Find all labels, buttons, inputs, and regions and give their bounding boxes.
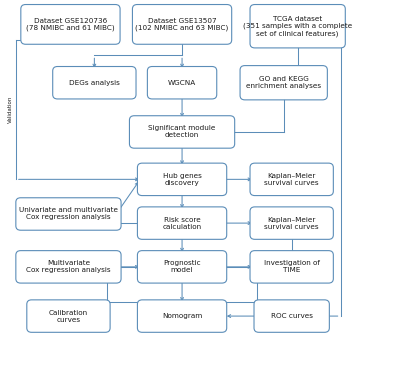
FancyBboxPatch shape	[254, 300, 329, 332]
Text: Investigation of
TIME: Investigation of TIME	[264, 260, 320, 273]
FancyBboxPatch shape	[16, 198, 121, 230]
FancyBboxPatch shape	[27, 300, 110, 332]
Text: GO and KEGG
enrichment analyses: GO and KEGG enrichment analyses	[246, 76, 321, 89]
FancyBboxPatch shape	[250, 4, 345, 48]
Text: TCGA dataset
(351 samples with a complete
set of clinical features): TCGA dataset (351 samples with a complet…	[243, 16, 352, 37]
FancyBboxPatch shape	[130, 116, 235, 148]
FancyBboxPatch shape	[16, 251, 121, 283]
FancyBboxPatch shape	[138, 207, 227, 239]
FancyBboxPatch shape	[21, 4, 120, 44]
FancyBboxPatch shape	[138, 251, 227, 283]
Text: Nomogram: Nomogram	[162, 313, 202, 319]
FancyBboxPatch shape	[250, 207, 333, 239]
Text: Validation: Validation	[8, 96, 13, 123]
Text: WGCNA: WGCNA	[168, 80, 196, 86]
Text: Hub genes
discovery: Hub genes discovery	[163, 173, 202, 186]
Text: Risk score
calculation: Risk score calculation	[162, 217, 202, 229]
Text: Significant module
detection: Significant module detection	[148, 126, 216, 138]
FancyBboxPatch shape	[138, 300, 227, 332]
FancyBboxPatch shape	[132, 4, 232, 44]
FancyBboxPatch shape	[250, 251, 333, 283]
FancyBboxPatch shape	[53, 67, 136, 99]
Text: Prognostic
model: Prognostic model	[163, 260, 201, 273]
FancyBboxPatch shape	[147, 67, 217, 99]
Text: Univariate and multivariate
Cox regression analysis: Univariate and multivariate Cox regressi…	[19, 208, 118, 220]
Text: Dataset GSE13507
(102 NMIBC and 63 MIBC): Dataset GSE13507 (102 NMIBC and 63 MIBC)	[136, 18, 229, 31]
Text: Calibration
curves: Calibration curves	[49, 310, 88, 322]
FancyBboxPatch shape	[250, 163, 333, 195]
Text: Kaplan–Meier
survival curves: Kaplan–Meier survival curves	[264, 173, 319, 186]
Text: DEGs analysis: DEGs analysis	[69, 80, 120, 86]
FancyBboxPatch shape	[240, 66, 327, 100]
Text: Multivariate
Cox regression analysis: Multivariate Cox regression analysis	[26, 260, 111, 273]
Text: Dataset GSE120736
(78 NMIBC and 61 MIBC): Dataset GSE120736 (78 NMIBC and 61 MIBC)	[26, 18, 115, 31]
FancyBboxPatch shape	[138, 163, 227, 195]
Text: ROC curves: ROC curves	[271, 313, 313, 319]
Text: Kaplan–Meier
survival curves: Kaplan–Meier survival curves	[264, 217, 319, 229]
